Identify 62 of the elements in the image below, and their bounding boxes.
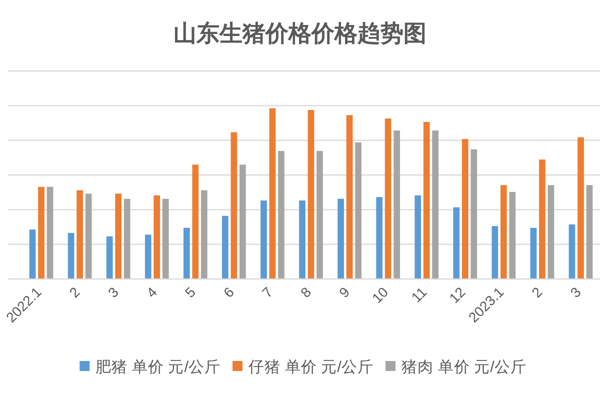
x-tick-label: 11 [408,284,430,306]
bar [106,236,113,279]
bar [539,160,546,279]
bar [453,207,460,279]
bar [500,185,507,279]
bar [470,149,478,279]
bar [299,200,306,279]
bar [376,197,382,279]
bar [29,230,36,279]
bar [124,198,130,279]
bar [384,118,392,279]
bar [192,164,199,279]
bar [492,226,498,279]
bar [462,139,468,279]
bar [46,186,54,279]
bar [154,195,160,279]
x-tick-label: 6 [220,284,238,301]
bar [423,122,430,279]
bar [278,150,284,279]
x-tick-label: 3 [567,284,584,301]
x-tick-label: 9 [336,284,353,301]
bar [548,185,554,279]
bar [586,185,593,279]
bar [240,164,246,279]
bar [394,130,400,279]
bar [76,190,83,279]
bar [115,194,122,279]
bar [260,200,267,279]
bar [183,228,190,279]
x-tick-label: 2 [528,284,546,301]
bar [530,228,537,279]
bar [230,132,238,279]
x-tick-label: 5 [182,284,199,301]
bar [85,194,92,279]
bar [38,186,44,279]
bar [316,150,323,279]
bar [200,190,208,279]
bar [68,232,74,279]
bar [432,130,439,279]
x-tick-label: 3 [104,284,122,301]
bar [144,234,152,279]
bar [414,195,422,279]
bar [578,137,584,279]
bar [338,198,344,279]
x-tick-label: 12 [446,284,468,306]
x-tick-label: 7 [258,284,276,301]
bar [509,192,516,279]
legend-label: 肥猪 单价 元/公斤 [96,358,221,376]
bar [346,115,353,279]
bar [222,216,228,279]
x-tick-label: 8 [297,284,314,301]
legend-label: 猪肉 单价 元/公斤 [401,358,526,376]
chart-title: 山东生猪价格价格趋势图 [174,20,426,46]
legend-label: 仔猪 单价 元/公斤 [248,358,374,376]
x-tick-label: 4 [143,284,160,301]
bar [355,142,362,279]
bar [269,108,276,279]
x-tick-label: 10 [368,284,392,306]
x-tick-label: 2 [66,284,84,301]
bar [308,110,314,279]
bar [162,198,169,279]
bar [568,224,576,279]
